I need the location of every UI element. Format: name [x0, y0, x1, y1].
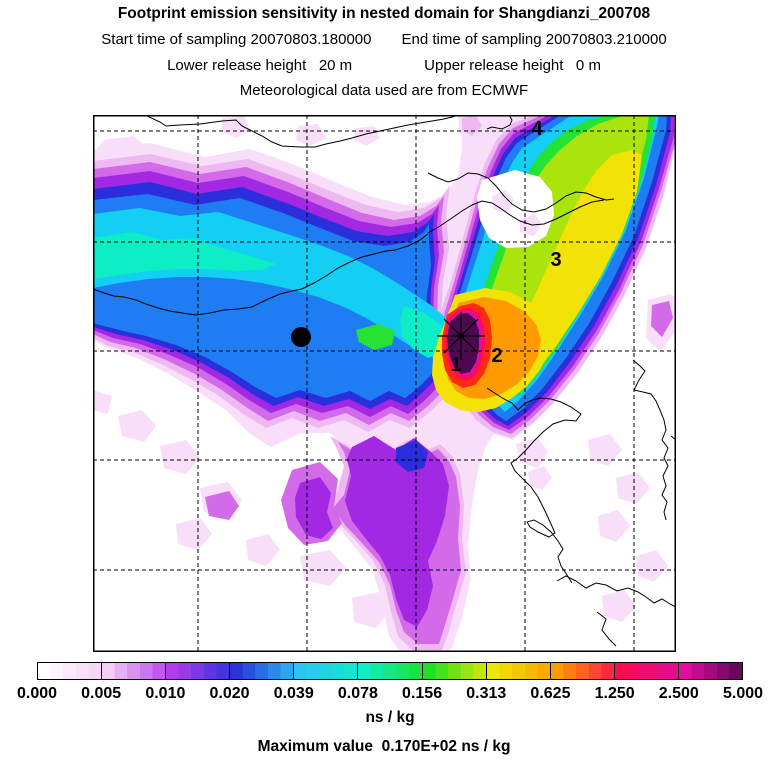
met-data-line: Meteorological data used are from ECMWF [0, 82, 768, 99]
colorbar-ticks: 0.000 0.005 0.010 0.020 0.039 0.078 0.156 0.313… [0, 685, 768, 705]
sampling-times-line: Start time of sampling 20070803.180000 E… [0, 31, 768, 48]
colorbar-tick: 0.156 [402, 685, 443, 702]
colorbar-segment [486, 663, 551, 679]
colorbar-segment [550, 663, 615, 679]
met-data-label: Meteorological data used are from ECMWF [239, 82, 529, 99]
colorbar-segment [422, 663, 487, 679]
start-time-label: Start time of sampling 20070803.180000 [101, 31, 372, 48]
colorbar-tick: 0.078 [337, 685, 378, 702]
colorbar-units: ns / kg [365, 709, 415, 726]
colorbar-tick: 0.000 [16, 685, 58, 702]
trajectory-label-2: 2 [491, 345, 502, 367]
colorbar-tick: 0.020 [209, 685, 250, 702]
end-time-label: End time of sampling 20070803.210000 [401, 31, 667, 48]
map-frame [93, 115, 676, 652]
source-marker [437, 312, 485, 360]
upper-release-label: Upper release height 0 m [424, 57, 601, 74]
colorbar-tick: 0.010 [145, 685, 186, 702]
page-title: Footprint emission sensitivity in nested… [117, 5, 651, 22]
colorbar-segment [38, 663, 103, 679]
colorbar-tick: 0.313 [466, 685, 507, 702]
gridlines [93, 115, 676, 652]
contour-region [93, 232, 446, 358]
colorbar-tick: 0.625 [530, 685, 571, 702]
colorbar-segment [614, 663, 679, 679]
colorbar-tick: 0.039 [273, 685, 314, 702]
release-heights-line: Lower release height 20 m Upper release … [0, 57, 768, 74]
colorbar-tick: 5.000 [722, 685, 764, 702]
colorbar-segment [678, 663, 743, 679]
colorbar-segment [358, 663, 423, 679]
coastlines [486, 359, 677, 647]
trajectory-label-1: 1 [450, 354, 461, 376]
colorbar-tick: 2.500 [658, 685, 699, 702]
map-borders [92, 114, 615, 316]
colorbar-segment [294, 663, 359, 679]
footprint-map: 1 2 3 4 [92, 114, 677, 652]
trajectory-label-3: 3 [550, 249, 561, 271]
colorbar [37, 662, 743, 680]
colorbar-segment [230, 663, 295, 679]
colorbar-tick: 1.250 [594, 685, 635, 702]
contour-region [447, 313, 479, 374]
trajectory-label-4: 4 [531, 118, 543, 140]
lower-release-label: Lower release height 20 m [167, 57, 353, 74]
contour-region [477, 170, 554, 248]
colorbar-segment [166, 663, 231, 679]
station-marker [291, 327, 311, 347]
contour-fill-layers [93, 115, 676, 652]
colorbar-segment [102, 663, 167, 679]
max-value-label: Maximum value 0.170E+02 ns / kg [257, 738, 511, 755]
colorbar-tick: 0.005 [81, 685, 122, 702]
